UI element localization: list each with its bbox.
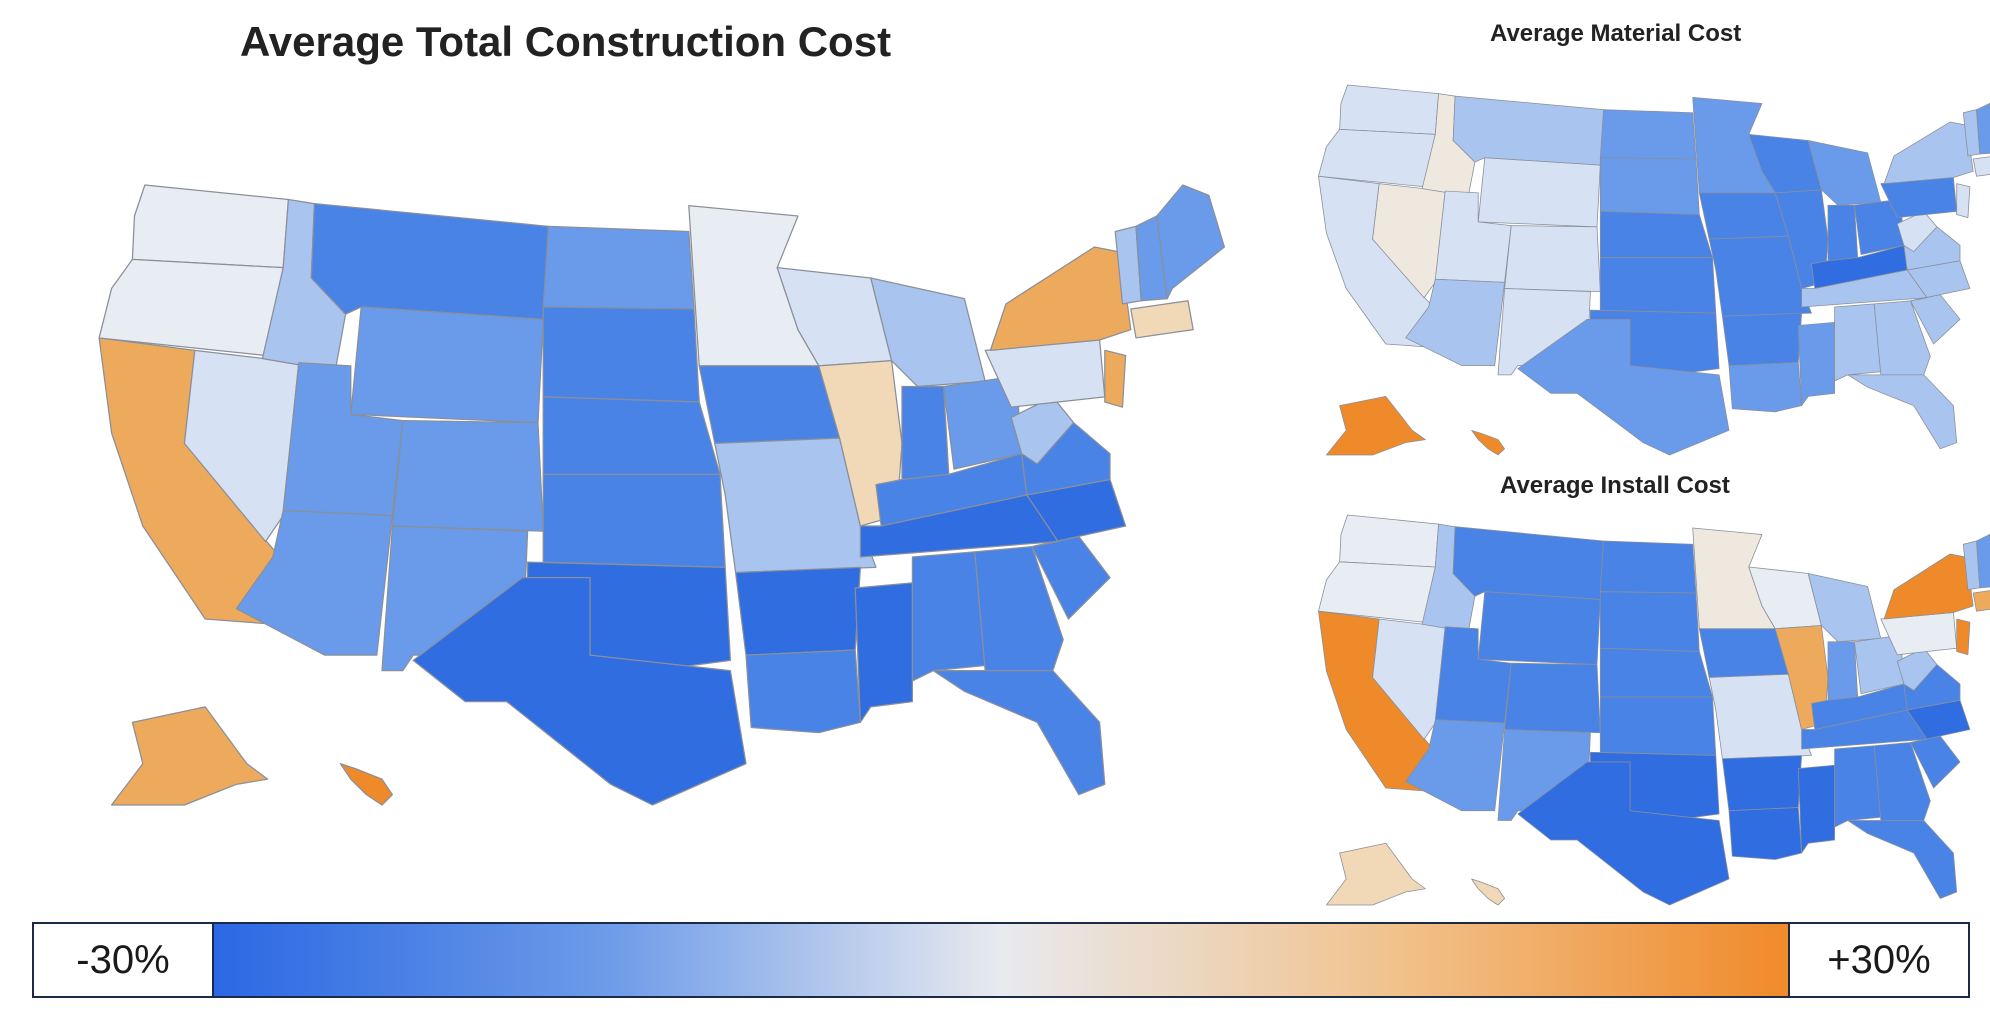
state-ia [1698, 192, 1789, 240]
state-mi [1807, 573, 1882, 643]
state-ne-east [1130, 300, 1194, 339]
state-mt [1452, 95, 1604, 166]
state-al [1834, 745, 1882, 828]
state-in [1827, 204, 1859, 262]
state-hi [1471, 429, 1505, 456]
state-in [901, 385, 950, 481]
state-fl [1847, 374, 1958, 450]
total-cost-map [98, 184, 1226, 806]
state-sd [1599, 591, 1700, 652]
state-ar [734, 566, 862, 656]
state-wa [131, 184, 290, 269]
state-nd [1599, 109, 1697, 160]
state-sd [1599, 157, 1700, 215]
state-az [1405, 278, 1505, 366]
state-hi [339, 763, 394, 806]
state-ms [854, 582, 914, 723]
state-ms [1797, 322, 1835, 407]
state-nd [542, 225, 695, 310]
state-me [1156, 184, 1226, 300]
legend-max-label: +30% [1790, 924, 1968, 996]
state-ar [1722, 312, 1802, 366]
state-nh [1976, 103, 1990, 155]
state-fl [932, 670, 1106, 796]
state-or [1318, 561, 1436, 623]
state-la [1728, 807, 1802, 860]
legend-min-label: -30% [34, 924, 212, 996]
legend-gradient-bar [212, 924, 1790, 996]
state-az [1405, 719, 1505, 812]
material-map-title: Average Material Cost [1490, 20, 1742, 47]
state-nj [1956, 618, 1971, 656]
state-ny [1883, 553, 1974, 620]
state-mi [870, 277, 986, 388]
state-co [1504, 225, 1601, 292]
state-sd [542, 306, 700, 403]
state-ia [698, 365, 841, 444]
state-nj [1104, 349, 1127, 408]
state-wa [1339, 514, 1439, 568]
state-ks [1599, 696, 1717, 756]
state-ar [1722, 755, 1802, 812]
state-al [911, 551, 986, 682]
state-ne [1599, 647, 1713, 698]
state-or [98, 258, 284, 357]
state-ne [1599, 211, 1713, 259]
state-mi [1807, 140, 1882, 206]
state-wy [1477, 157, 1601, 228]
state-la [1728, 362, 1802, 413]
material-cost-map [1318, 84, 1990, 456]
state-la [745, 649, 862, 734]
state-nh [1976, 534, 1990, 589]
state-ak [1326, 396, 1426, 456]
state-ne [542, 396, 721, 475]
state-ia [1698, 628, 1789, 678]
state-ga [974, 546, 1064, 672]
state-wy [350, 306, 544, 424]
state-mt [310, 202, 550, 320]
state-ny [989, 246, 1132, 351]
state-tx [412, 577, 747, 806]
state-in [1827, 641, 1859, 701]
state-nj [1956, 183, 1971, 218]
state-co [1504, 662, 1601, 734]
install-cost-map [1318, 514, 1990, 906]
install-map-title: Average Install Cost [1500, 472, 1730, 499]
state-ga [1873, 742, 1931, 821]
state-ks [542, 473, 726, 568]
state-ny [1883, 121, 1974, 185]
state-ne-east [1972, 590, 1990, 612]
state-az [235, 509, 394, 656]
state-co [391, 419, 544, 532]
state-wa [1339, 84, 1439, 135]
state-ms [1797, 764, 1835, 854]
state-ks [1599, 257, 1717, 314]
state-mt [1452, 526, 1604, 600]
state-ak [110, 706, 269, 806]
state-al [1834, 303, 1882, 382]
state-ak [1326, 842, 1426, 906]
state-hi [1471, 878, 1505, 906]
color-scale-legend: -30% +30% [32, 922, 1970, 998]
state-wy [1477, 591, 1601, 665]
state-tx [1517, 318, 1730, 456]
state-nd [1599, 540, 1697, 594]
state-tx [1517, 761, 1730, 906]
main-map-title: Average Total Construction Cost [240, 18, 892, 65]
state-ga [1873, 300, 1931, 376]
state-ne-east [1972, 156, 1990, 177]
state-or [1318, 129, 1436, 188]
state-fl [1847, 820, 1958, 899]
